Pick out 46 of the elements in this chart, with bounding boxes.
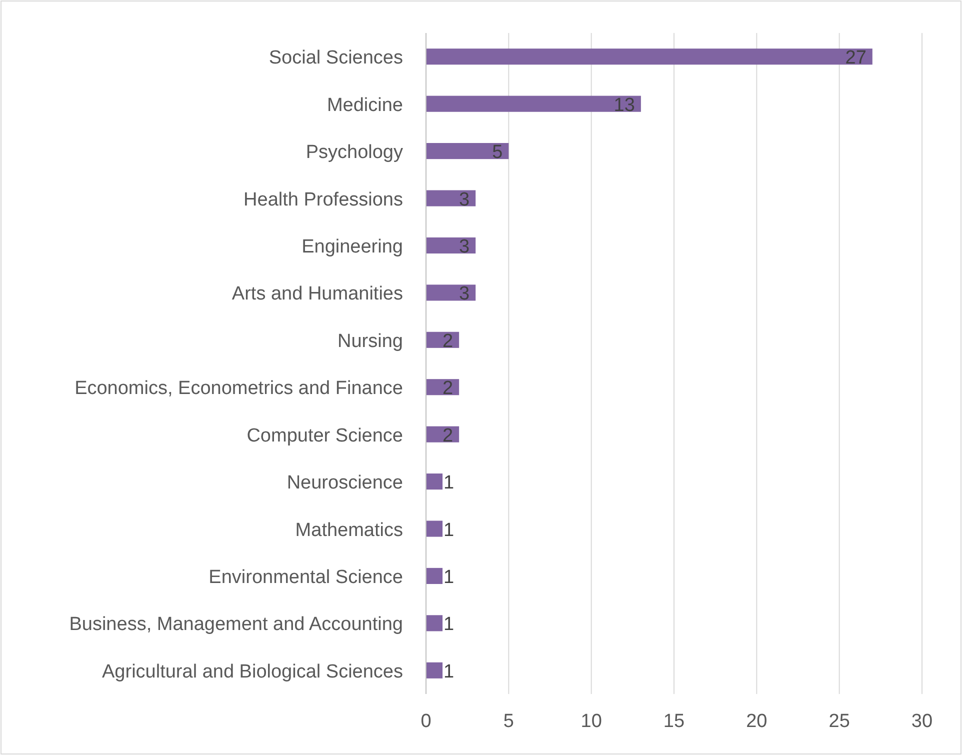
data-label: 3 [459, 284, 470, 305]
bar [426, 474, 443, 490]
bar [426, 284, 476, 301]
data-label: 1 [444, 614, 454, 636]
data-label: 1 [444, 661, 454, 682]
x-tick-label: 0 [420, 711, 432, 732]
bar [426, 615, 443, 632]
data-label: 1 [444, 520, 454, 541]
y-tick-label: Health Professions [244, 189, 403, 210]
data-label: 1 [444, 566, 454, 588]
x-tick-label: 30 [911, 711, 933, 732]
data-label: 3 [459, 236, 470, 258]
y-tick-label: Business, Management and Accounting [69, 614, 403, 636]
y-tick-label: Environmental Science [208, 566, 403, 588]
y-tick-label: Economics, Econometrics and Finance [74, 378, 403, 400]
y-tick-label: Medicine [326, 94, 403, 116]
y-tick-label: Neuroscience [286, 472, 403, 494]
y-tick-label: Nursing [338, 330, 403, 352]
bar [426, 143, 509, 160]
data-label: 5 [492, 142, 503, 164]
y-tick-label: Arts and Humanities [232, 284, 403, 305]
data-label: 2 [442, 330, 454, 352]
x-tick-label: 25 [828, 711, 850, 732]
data-label: 2 [442, 425, 454, 446]
bar [426, 237, 476, 254]
bar [426, 662, 443, 678]
y-tick-label: Social Sciences [268, 48, 403, 69]
x-tick-label: 10 [580, 711, 602, 732]
x-tick-label: 5 [503, 711, 514, 732]
y-tick-label: Computer Science [246, 425, 403, 446]
data-label: 13 [614, 94, 635, 116]
x-tick-label: 20 [746, 711, 768, 732]
y-tick-label: Mathematics [295, 520, 403, 541]
data-label: 3 [459, 189, 470, 210]
data-label: 27 [845, 48, 866, 69]
y-tick-label: Agricultural and Biological Sciences [102, 661, 403, 682]
y-tick-label: Psychology [306, 142, 404, 164]
bar [426, 190, 476, 206]
x-tick-label: 15 [663, 711, 685, 732]
y-tick-label: Engineering [302, 236, 403, 258]
bar [426, 48, 872, 65]
data-label: 2 [442, 378, 454, 400]
bar [426, 568, 443, 584]
bar [426, 96, 641, 112]
data-label: 1 [444, 472, 454, 494]
bar [426, 520, 443, 537]
